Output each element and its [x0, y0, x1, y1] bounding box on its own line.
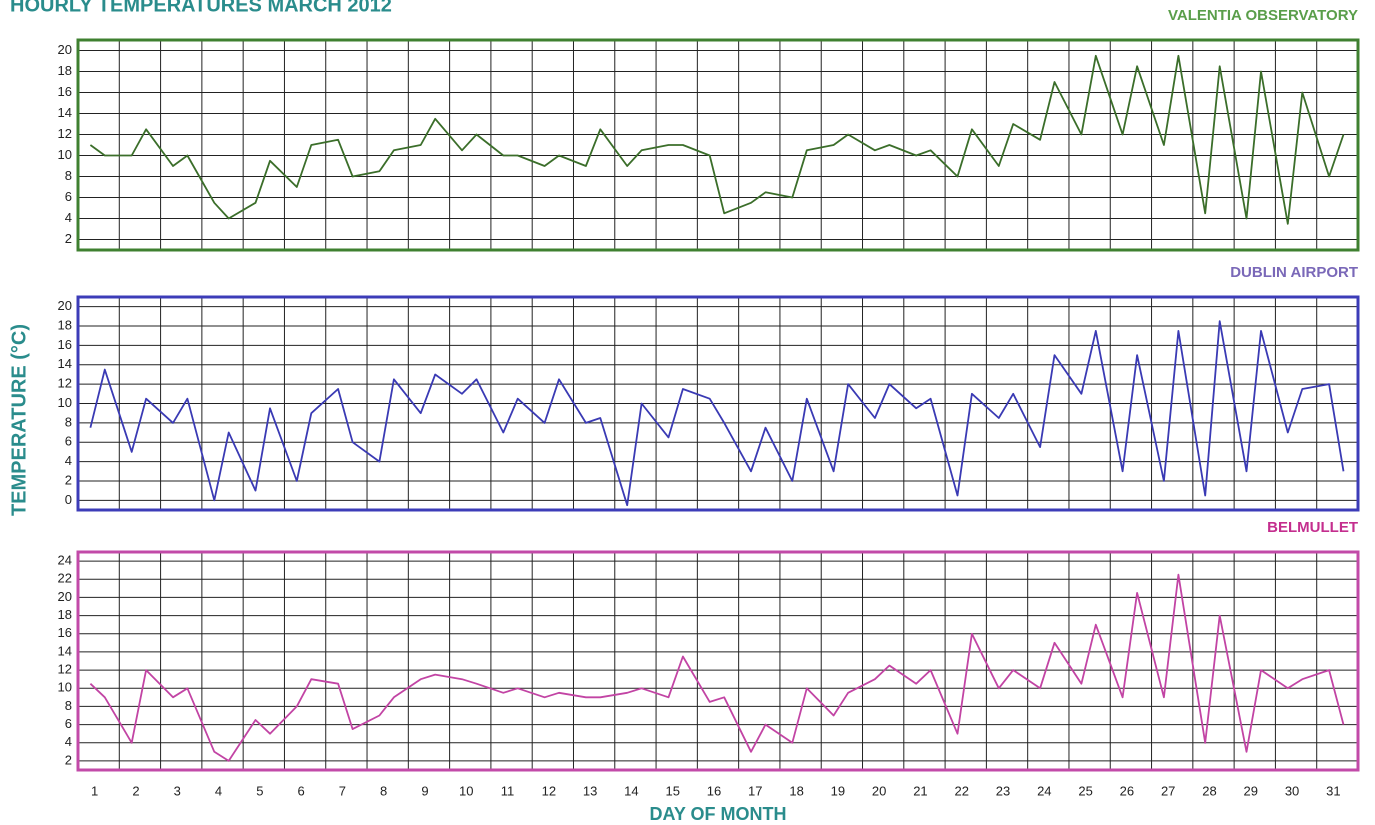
y-tick-label: 10	[58, 147, 72, 162]
x-tick-label: 23	[996, 783, 1010, 798]
y-tick-label: 8	[65, 168, 72, 183]
x-tick-label: 19	[831, 783, 845, 798]
x-tick-label: 11	[501, 783, 515, 798]
x-tick-label: 18	[789, 783, 803, 798]
x-tick-label: 12	[542, 783, 556, 798]
x-tick-label: 4	[215, 783, 222, 798]
x-tick-label: 31	[1326, 783, 1340, 798]
x-tick-label: 25	[1078, 783, 1092, 798]
y-tick-label: 10	[58, 395, 72, 410]
x-tick-label: 9	[421, 783, 428, 798]
y-tick-label: 4	[65, 210, 72, 225]
panel-title: BELMULLET	[1267, 519, 1358, 536]
x-tick-label: 27	[1161, 783, 1175, 798]
y-tick-label: 8	[65, 698, 72, 713]
x-tick-label: 13	[583, 783, 597, 798]
x-tick-label: 15	[665, 783, 679, 798]
y-tick-label: 4	[65, 734, 72, 749]
x-tick-label: 3	[174, 783, 181, 798]
y-tick-label: 18	[58, 317, 72, 332]
y-tick-label: 14	[58, 356, 72, 371]
x-tick-label: 16	[707, 783, 721, 798]
y-tick-label: 2	[65, 752, 72, 767]
x-tick-label: 20	[872, 783, 886, 798]
y-tick-label: 6	[65, 716, 72, 731]
y-tick-label: 12	[58, 376, 72, 391]
y-tick-label: 20	[58, 589, 72, 604]
y-tick-label: 16	[58, 84, 72, 99]
plot-area	[78, 40, 1358, 250]
y-tick-label: 18	[58, 607, 72, 622]
y-tick-label: 6	[65, 189, 72, 204]
x-tick-label: 29	[1244, 783, 1258, 798]
panel-frame	[76, 295, 1360, 512]
x-tick-label: 21	[913, 783, 927, 798]
y-tick-label: 16	[58, 625, 72, 640]
temperature-line	[89, 573, 1345, 762]
temperature-line	[89, 320, 1345, 507]
x-tick-label: 2	[132, 783, 139, 798]
temperature-line	[89, 54, 1345, 225]
y-tick-label: 2	[65, 472, 72, 487]
x-axis-label: DAY OF MONTH	[649, 804, 786, 824]
y-tick-label: 10	[58, 680, 72, 695]
x-tick-label: 7	[339, 783, 346, 798]
y-tick-label: 22	[58, 571, 72, 586]
y-tick-label: 4	[65, 453, 72, 468]
y-tick-label: 18	[58, 63, 72, 78]
x-tick-label: 30	[1285, 783, 1299, 798]
y-tick-label: 6	[65, 434, 72, 449]
x-tick-label: 17	[748, 783, 762, 798]
y-tick-label: 20	[58, 298, 72, 313]
x-tick-label: 28	[1202, 783, 1216, 798]
x-tick-label: 8	[380, 783, 387, 798]
y-tick-label: 14	[58, 643, 72, 658]
x-tick-label: 1	[91, 783, 98, 798]
y-tick-label: 12	[58, 662, 72, 677]
y-tick-label: 0	[65, 492, 72, 507]
panel-frame	[76, 550, 1360, 772]
chart-title: HOURLY TEMPERATURES MARCH 2012	[10, 0, 392, 16]
x-tick-label: 6	[297, 783, 304, 798]
x-tick-label: 10	[459, 783, 473, 798]
y-axis-label: TEMPERATURE (°C)	[8, 324, 30, 516]
y-tick-label: 8	[65, 414, 72, 429]
plot-area	[78, 552, 1358, 770]
x-tick-label: 14	[624, 783, 638, 798]
y-tick-label: 24	[58, 553, 72, 568]
y-tick-label: 20	[58, 42, 72, 57]
y-tick-label: 2	[65, 231, 72, 246]
panel-title: VALENTIA OBSERVATORY	[1168, 7, 1358, 24]
x-tick-label: 24	[1037, 783, 1051, 798]
x-tick-label: 26	[1120, 783, 1134, 798]
x-tick-label: 5	[256, 783, 263, 798]
y-tick-label: 16	[58, 337, 72, 352]
panel-title: DUBLIN AIRPORT	[1230, 264, 1358, 281]
panel-frame	[76, 38, 1360, 252]
y-tick-label: 12	[58, 126, 72, 141]
x-tick-label: 22	[955, 783, 969, 798]
y-tick-label: 14	[58, 105, 72, 120]
